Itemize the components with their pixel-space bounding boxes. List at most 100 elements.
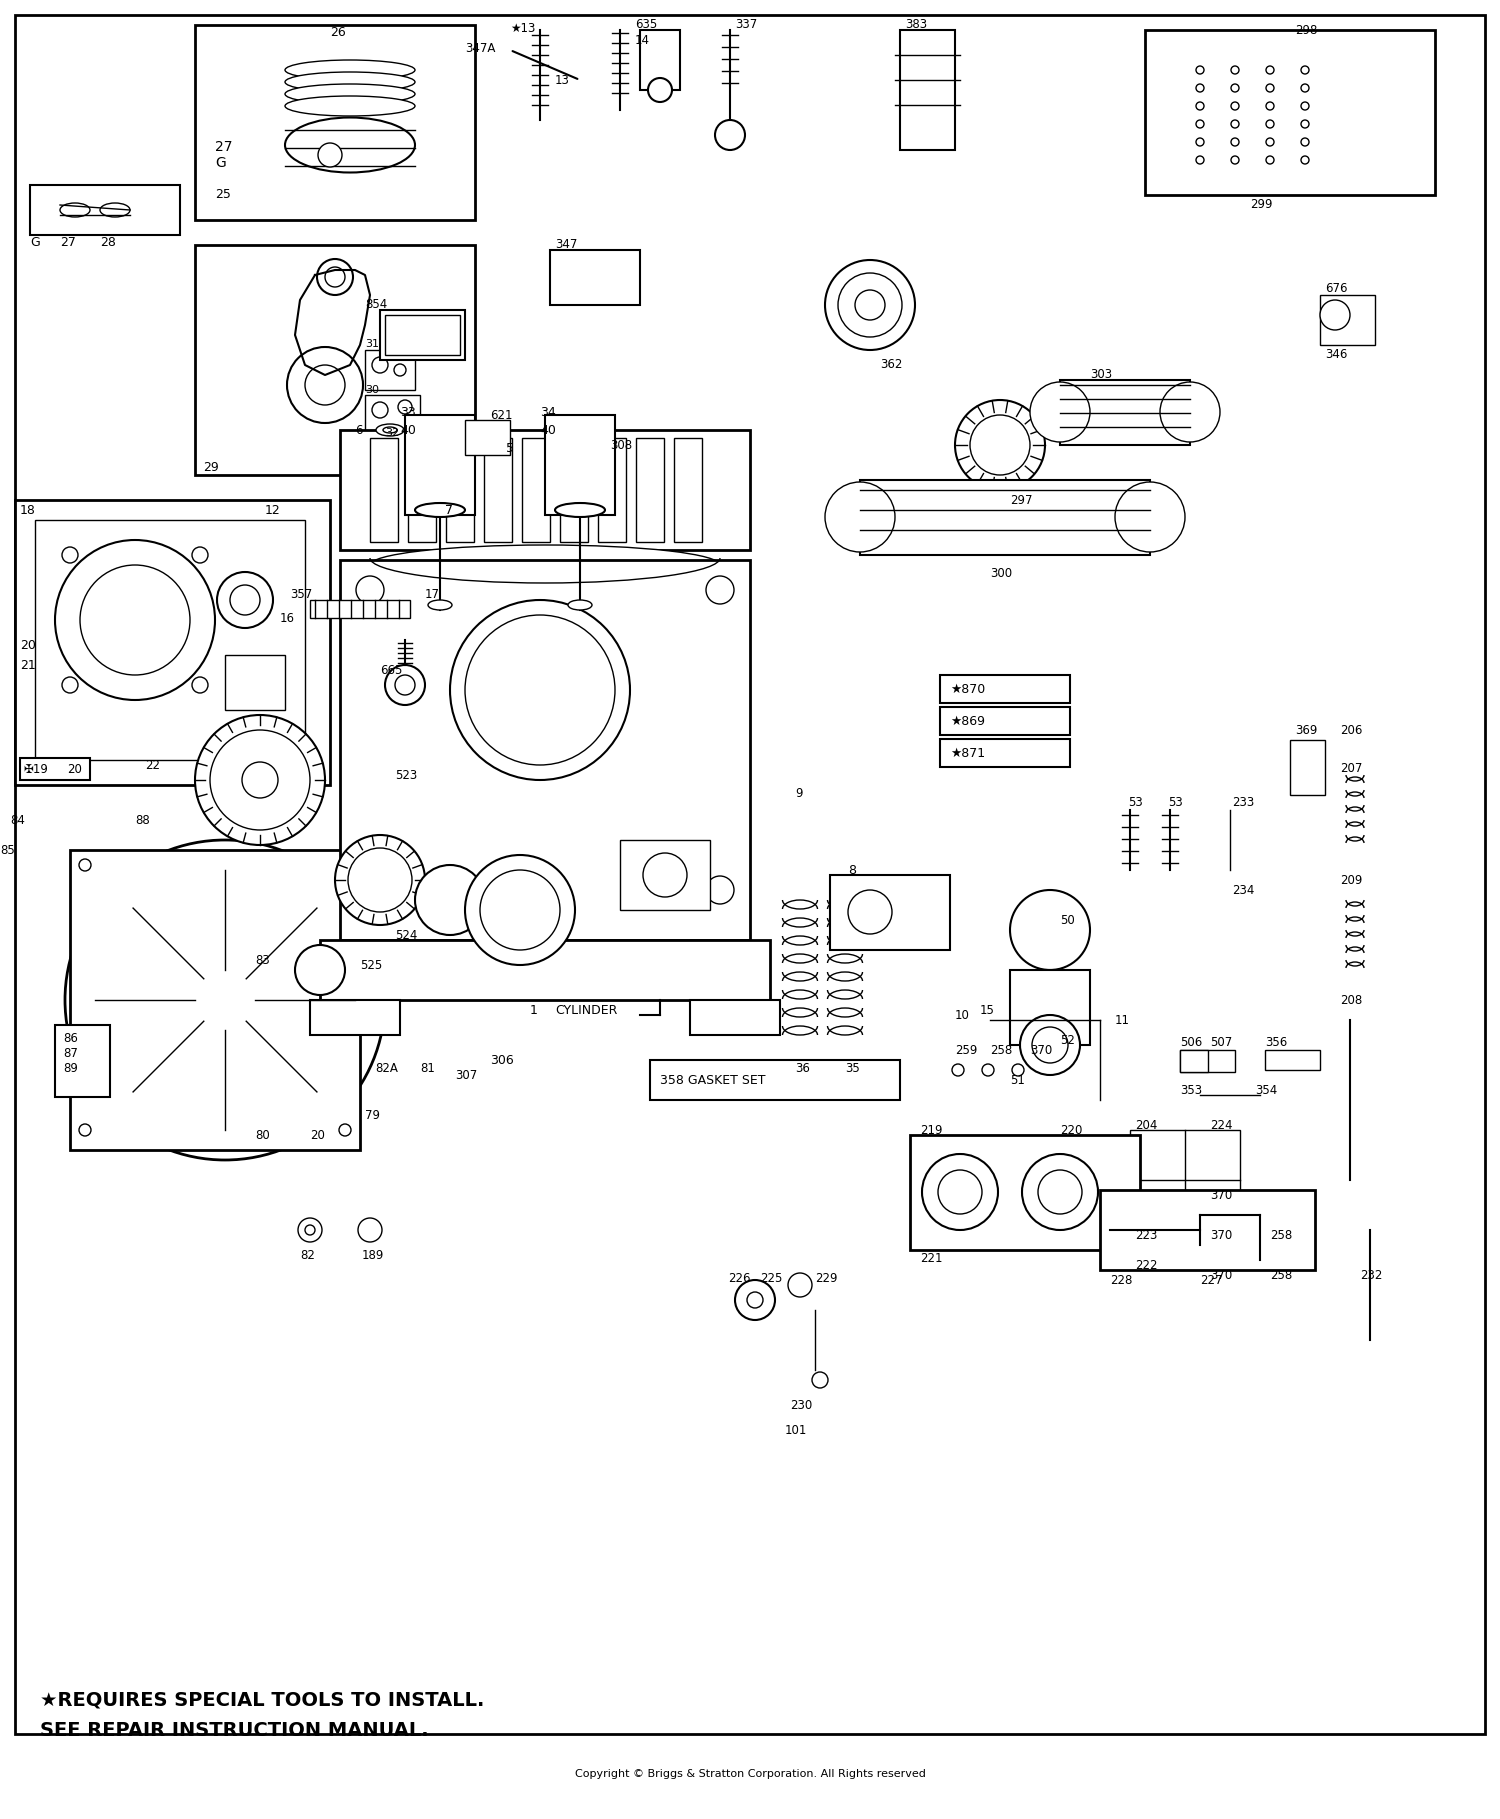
Ellipse shape: [376, 424, 404, 437]
Circle shape: [196, 971, 254, 1028]
Circle shape: [839, 273, 902, 337]
Circle shape: [1038, 1170, 1082, 1213]
Text: 82A: 82A: [375, 1062, 398, 1075]
Text: 79: 79: [364, 1108, 380, 1122]
Circle shape: [1320, 300, 1350, 329]
Text: 28: 28: [100, 236, 116, 249]
Circle shape: [356, 877, 384, 904]
Bar: [1320, 295, 1376, 346]
Bar: [544, 415, 615, 515]
Text: 88: 88: [135, 813, 150, 826]
Circle shape: [465, 615, 615, 766]
Circle shape: [80, 1124, 92, 1137]
Bar: [1144, 29, 1436, 195]
Text: 101: 101: [784, 1424, 807, 1437]
Circle shape: [394, 364, 406, 377]
Text: 5: 5: [506, 442, 515, 455]
Circle shape: [90, 866, 360, 1135]
Circle shape: [356, 577, 384, 604]
Circle shape: [339, 1124, 351, 1137]
Text: 52: 52: [1060, 1033, 1076, 1046]
Text: 507: 507: [1210, 1035, 1233, 1048]
Text: 523: 523: [394, 768, 417, 782]
Text: 204: 204: [1136, 1119, 1158, 1131]
Text: 506: 506: [1180, 1035, 1203, 1048]
Text: 665: 665: [380, 664, 402, 677]
Text: 83: 83: [255, 953, 270, 966]
Circle shape: [398, 400, 412, 415]
Bar: [1180, 1050, 1208, 1071]
Bar: [674, 438, 702, 542]
Circle shape: [1232, 156, 1239, 164]
Ellipse shape: [285, 84, 416, 104]
Circle shape: [192, 548, 208, 564]
Text: 356: 356: [1264, 1035, 1287, 1048]
Circle shape: [372, 357, 388, 373]
Bar: [940, 708, 1070, 735]
Text: 297: 297: [1010, 493, 1032, 506]
Text: 35: 35: [844, 1062, 859, 1075]
Text: 337: 337: [735, 18, 758, 31]
Circle shape: [1266, 65, 1274, 75]
Text: 89: 89: [63, 1062, 78, 1075]
Text: 206: 206: [1340, 724, 1362, 737]
Text: 635: 635: [634, 18, 657, 31]
Bar: [30, 186, 180, 235]
Circle shape: [735, 1281, 776, 1321]
Circle shape: [210, 729, 310, 829]
Bar: [620, 840, 710, 910]
Text: 9: 9: [795, 786, 802, 800]
Bar: [340, 429, 750, 549]
Circle shape: [80, 859, 92, 871]
Bar: [940, 739, 1070, 768]
Circle shape: [394, 675, 416, 695]
Text: 358 GASKET SET: 358 GASKET SET: [660, 1073, 765, 1086]
Bar: [640, 29, 680, 89]
Text: 7: 7: [446, 504, 453, 517]
Text: 621: 621: [490, 409, 513, 422]
Bar: [550, 249, 640, 306]
Circle shape: [706, 577, 734, 604]
Text: 21: 21: [20, 658, 36, 671]
Text: 27: 27: [60, 236, 76, 249]
Text: ★871: ★871: [950, 746, 986, 760]
Text: 53: 53: [1128, 795, 1143, 808]
Bar: [650, 1060, 900, 1100]
Bar: [446, 438, 474, 542]
Circle shape: [1300, 156, 1310, 164]
Bar: [370, 438, 398, 542]
Circle shape: [62, 548, 78, 564]
Text: 346: 346: [1324, 349, 1347, 362]
Circle shape: [56, 540, 214, 700]
Ellipse shape: [370, 546, 720, 586]
Circle shape: [1196, 102, 1204, 109]
Bar: [1290, 740, 1324, 795]
Bar: [195, 25, 476, 220]
Bar: [1010, 970, 1090, 1044]
Text: 13: 13: [555, 73, 570, 87]
Text: 11: 11: [1114, 1013, 1130, 1026]
Text: 298: 298: [1294, 24, 1317, 36]
Text: 40: 40: [540, 424, 556, 437]
Text: 229: 229: [815, 1271, 837, 1284]
Bar: [70, 849, 360, 1150]
Circle shape: [286, 347, 363, 424]
Circle shape: [304, 366, 345, 406]
Circle shape: [1222, 45, 1334, 155]
Text: 362: 362: [880, 358, 903, 371]
Text: 854: 854: [364, 298, 387, 311]
Bar: [910, 1135, 1140, 1250]
Circle shape: [230, 586, 260, 615]
Circle shape: [480, 869, 560, 950]
Text: 299: 299: [1250, 198, 1272, 211]
Bar: [900, 29, 956, 149]
Text: 22: 22: [146, 759, 160, 771]
Circle shape: [952, 1064, 964, 1077]
Text: 87: 87: [63, 1046, 78, 1059]
Text: 85: 85: [0, 844, 15, 857]
Circle shape: [1196, 156, 1204, 164]
Text: 220: 220: [1060, 1124, 1083, 1137]
Text: 17: 17: [424, 588, 439, 600]
Text: G: G: [30, 236, 39, 249]
Bar: [310, 1000, 401, 1035]
